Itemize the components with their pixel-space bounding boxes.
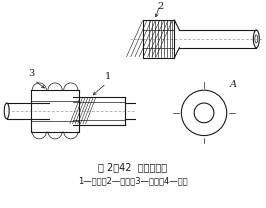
Text: 1—公口；2—母口；3—套母；4—垫圈: 1—公口；2—母口；3—套母；4—垫圈 [78, 176, 188, 186]
Text: 图 2－42  活接头连接: 图 2－42 活接头连接 [98, 162, 168, 172]
Text: 2: 2 [157, 2, 164, 11]
Text: 1: 1 [105, 72, 111, 81]
Text: 3: 3 [28, 69, 35, 78]
Text: A: A [230, 80, 237, 89]
